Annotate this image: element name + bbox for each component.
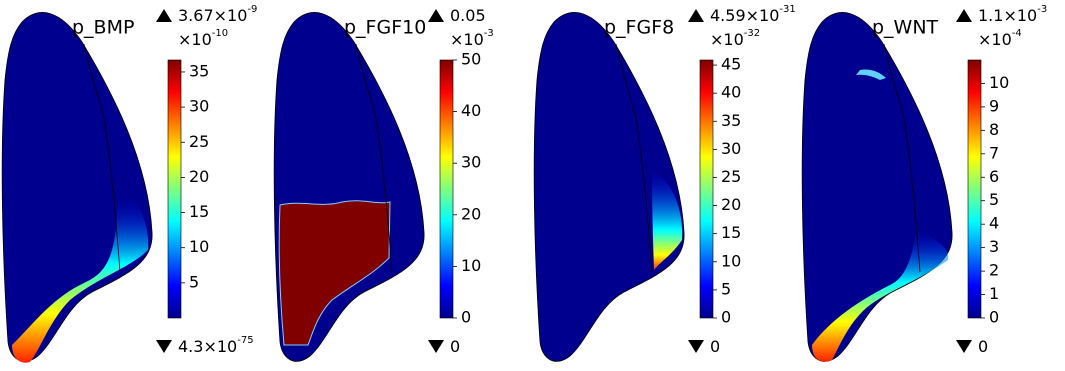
min-marker [428,340,444,353]
colorbar-tick-label: 10 [189,237,209,256]
panel-title: p_BMP [72,17,134,39]
colorbar-tick-label: 25 [721,167,741,186]
hot-region [12,198,149,363]
colorbar [699,59,714,319]
min-marker [688,340,704,353]
max-label: 0.05 [450,6,486,25]
min-label: 4.3×10-75 [178,335,254,356]
hot-region [856,69,886,80]
multiplier-exponent: -10 [212,28,228,39]
colorbar-tick-label: 5 [989,190,999,209]
colorbar [439,59,454,319]
colorbar-tick-label: 20 [721,195,741,214]
min-value: 0 [710,337,720,356]
panel: p_BMP3.67×10-9×10-1051015202530354.3×10-… [1,4,257,363]
colorbar [167,59,182,319]
colorbar-tick-label: 1 [989,284,999,303]
colorbar-tick-label: 3 [989,237,999,256]
panel-title: p_WNT [872,17,939,39]
max-exponent: -31 [779,4,795,15]
max-label: 1.1×10-3 [978,4,1047,25]
max-marker [156,9,172,22]
colorbar-tick-label: 40 [721,83,741,102]
max-label: 4.59×10-31 [710,4,796,25]
colorbar-tick-label: 15 [721,223,741,242]
max-value: 1.1×10 [978,6,1037,25]
multiplier-exponent: -3 [484,28,494,39]
domain-shape [801,12,953,362]
multiplier: ×10-10 [178,28,228,49]
colorbar-tick-label: 10 [721,251,741,270]
max-marker [956,9,972,22]
min-value: 4.3×10 [178,337,237,356]
multiplier-base: ×10 [978,30,1012,49]
max-value: 3.67×10 [178,6,247,25]
max-label: 3.67×10-9 [178,4,257,25]
multiplier-exponent: -32 [744,28,760,39]
colorbar-tick-label: 9 [989,96,999,115]
multiplier: ×10-3 [450,28,494,49]
colorbar [967,59,982,319]
max-value: 4.59×10 [710,6,779,25]
multiplier-base: ×10 [450,30,484,49]
domain-shape [533,12,685,362]
min-marker [956,340,972,353]
min-label: 0 [450,337,460,356]
multiplier-base: ×10 [178,30,212,49]
panel: p_FGF8 4.59×10-31 ×10-32 0 5 10 15 20 25 30 35 40 45… [533,4,796,362]
panel: p_FGF10 0.05 ×10-3 0 10 20 30 40 50 0 [273,6,494,362]
max-marker [428,9,444,22]
panel: p_WNT 1.1×10-3 ×10-4 0 1 2 3 4 5 6 7 8 9 10 0 [801,4,1047,362]
colorbar-tick-label: 30 [189,97,209,116]
colorbar-tick-label: 10 [989,73,1009,92]
colorbar-tick-label: 35 [721,111,741,130]
boundary-line [883,43,921,273]
hot-region [652,170,683,270]
colorbar-tick-label: 10 [461,256,481,275]
colorbar-tick-label: 25 [189,132,209,151]
max-marker [688,9,704,22]
colorbar-tick-label: 40 [461,101,481,120]
min-marker [156,340,172,353]
min-label: 0 [978,337,988,356]
colorbar-tick-label: 0 [461,308,471,327]
min-label: 0 [710,337,720,356]
colorbar-tick-label: 15 [189,202,209,221]
boundary-line [355,43,393,273]
multiplier-exponent: -4 [1012,28,1022,39]
hot-region [812,230,949,362]
multiplier: ×10-32 [710,28,760,49]
colorbar-tick-label: 0 [721,308,731,327]
colorbar-tick-label: 8 [989,120,999,139]
colorbar-tick-label: 2 [989,261,999,280]
colorbar-tick-label: 30 [721,139,741,158]
colorbar-tick-label: 6 [989,167,999,186]
colorbar-tick-label: 50 [461,50,481,69]
hot-region [278,200,391,346]
max-exponent: -9 [247,4,257,15]
colorbar-tick-label: 35 [189,61,209,80]
min-value: 0 [450,337,460,356]
colorbar-tick-label: 20 [189,167,209,186]
min-exponent: -75 [237,335,253,346]
multiplier-base: ×10 [710,30,744,49]
colorbar-tick-label: 5 [189,272,199,291]
domain-shape [1,12,153,362]
max-value: 0.05 [450,6,486,25]
colorbar-tick-label: 4 [989,214,999,233]
colorbar-tick-label: 45 [721,55,741,74]
colorbar-tick-label: 5 [721,279,731,298]
min-value: 0 [978,337,988,356]
multiplier: ×10-4 [978,28,1022,49]
boundary-line [83,43,121,273]
panel-title: p_FGF10 [344,17,426,39]
boundary-line [615,43,653,273]
max-exponent: -3 [1037,4,1047,15]
colorbar-tick-label: 0 [989,308,999,327]
colorbar-tick-label: 30 [461,153,481,172]
colorbar-tick-label: 7 [989,143,999,162]
panel-title: p_FGF8 [604,17,674,39]
colorbar-tick-label: 20 [461,204,481,223]
